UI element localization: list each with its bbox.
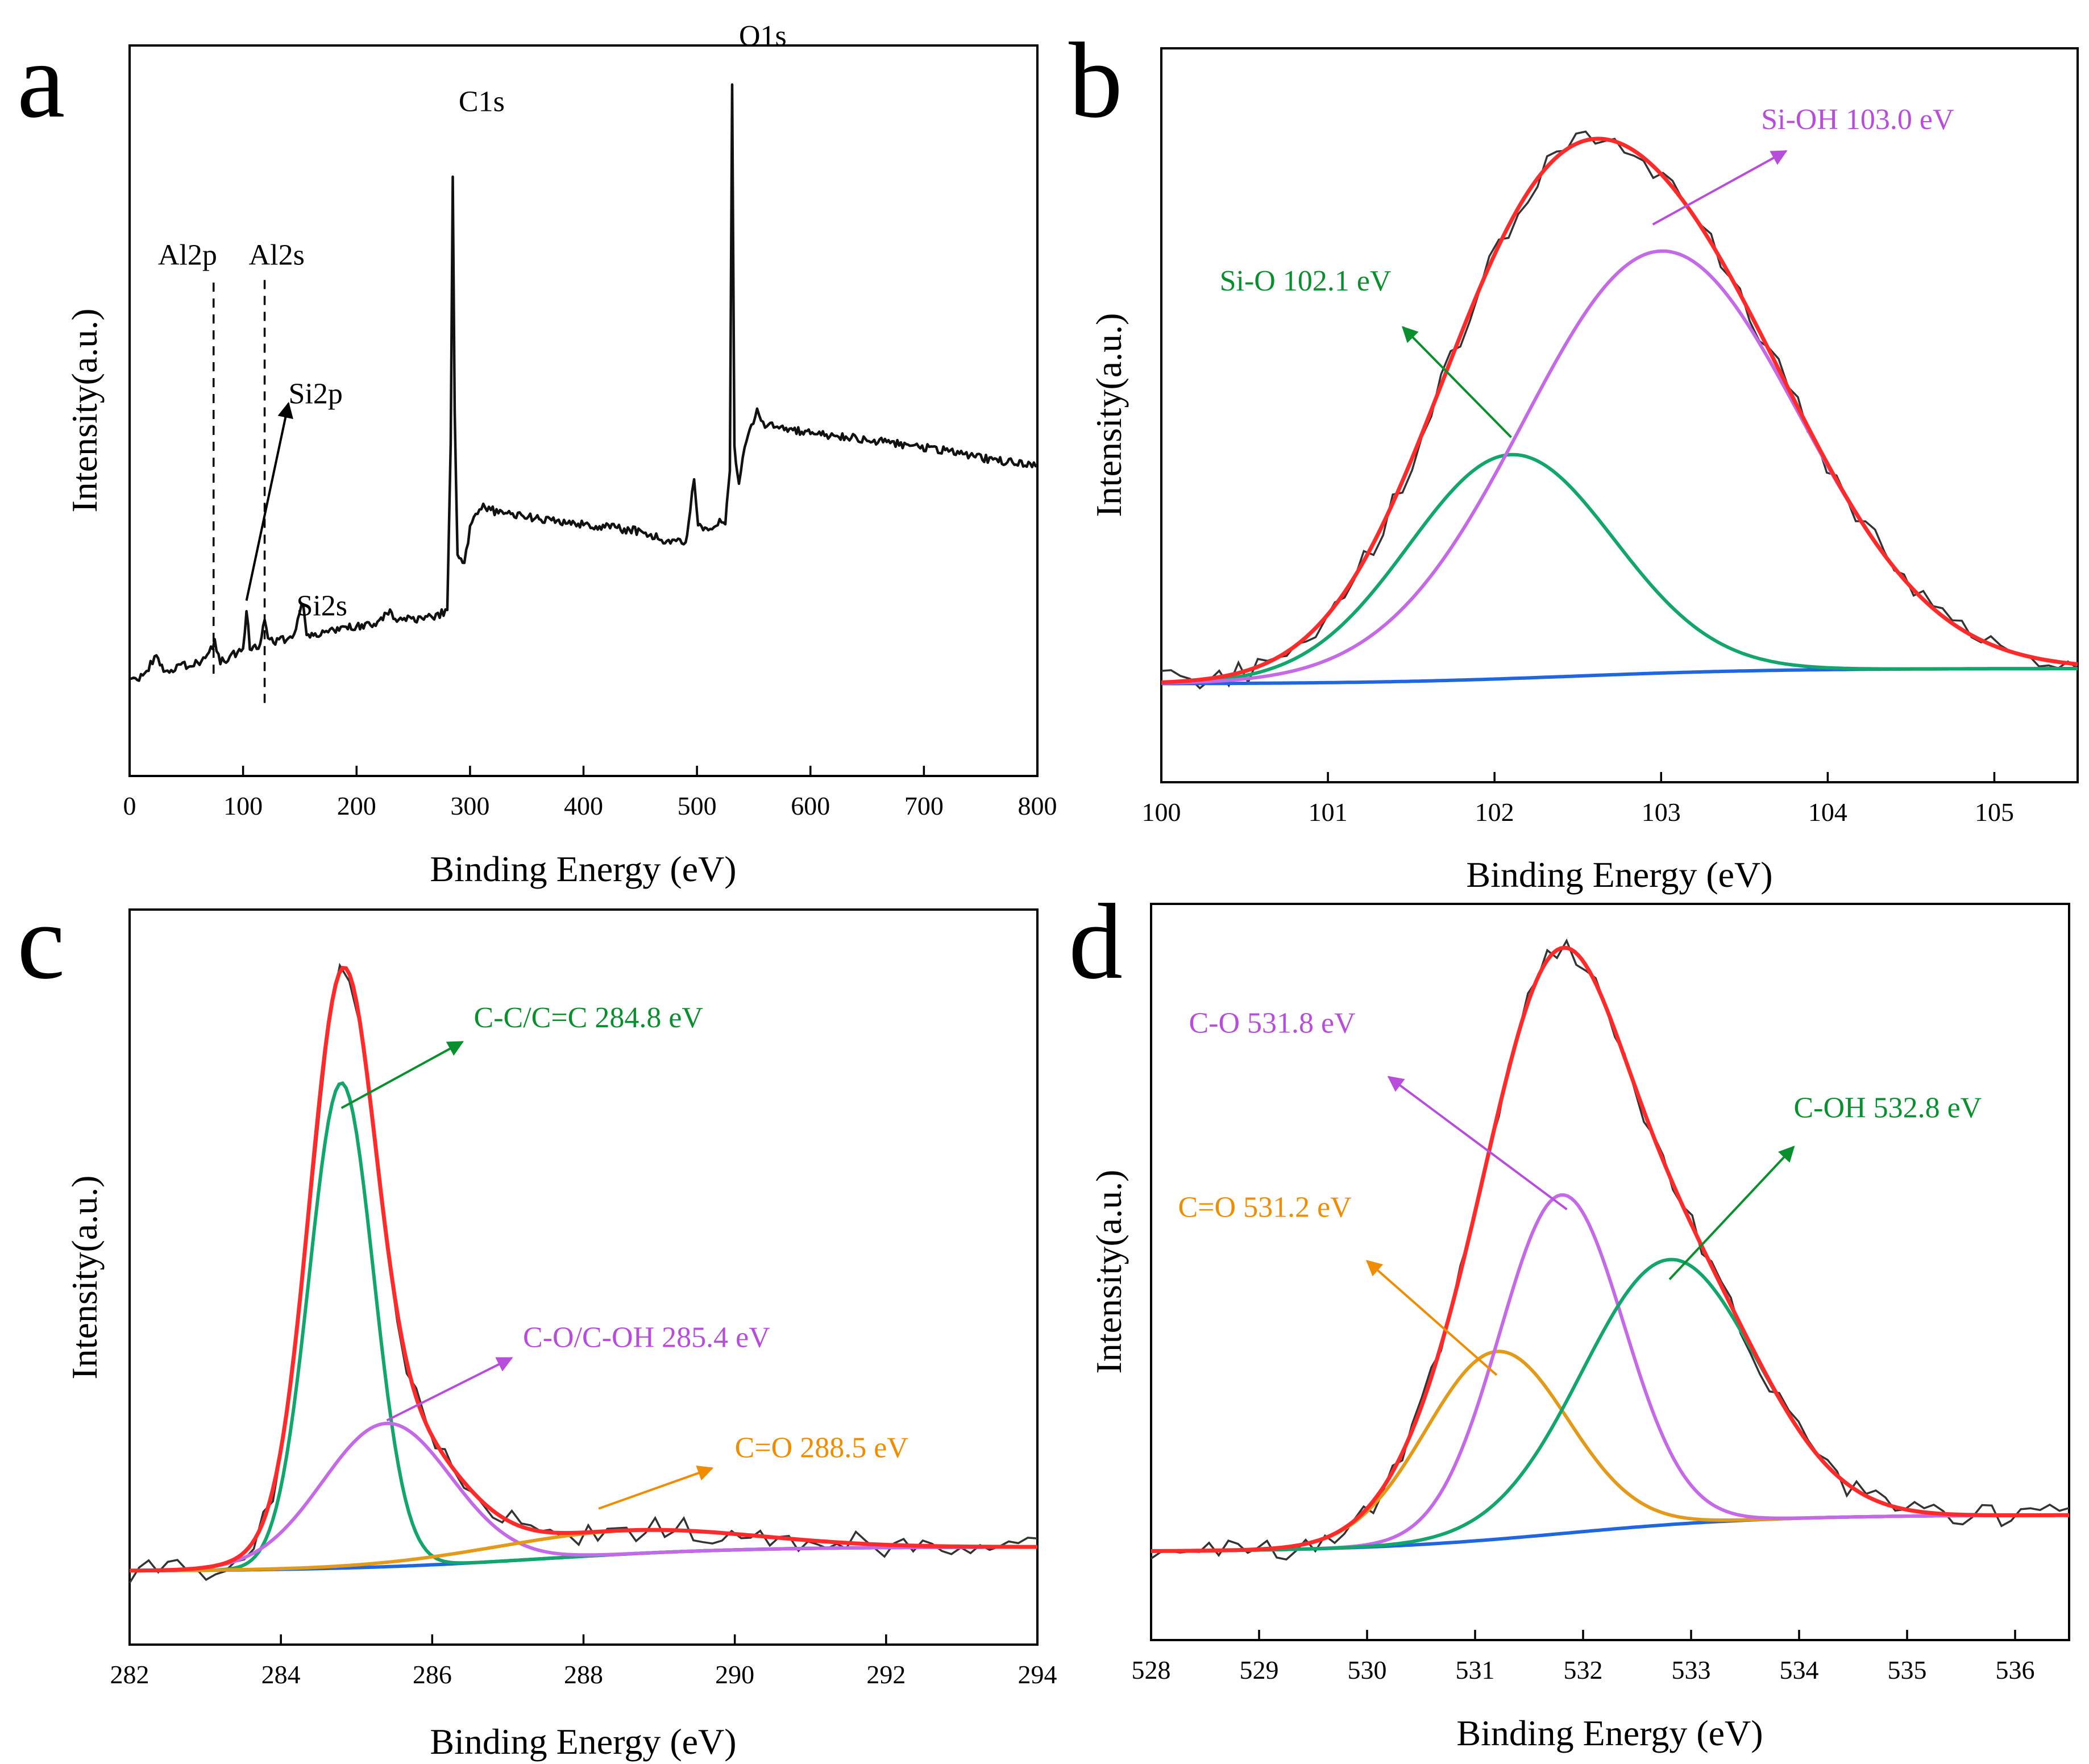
x-tick-label-c: 290 [715, 1660, 754, 1689]
annotation-d-1: C-O 531.8 eV [1189, 1007, 1356, 1040]
annotation-c-2: C=O 288.5 eV [735, 1431, 908, 1464]
x-axis-title-a: Binding Energy (eV) [430, 849, 736, 889]
annotation-a-4: Si2p [288, 378, 342, 410]
x-tick-label-d: 532 [1564, 1655, 1603, 1684]
panel-label-b: b [1069, 21, 1123, 140]
survey-spectrum-line [129, 83, 1038, 682]
x-tick-label-c: 288 [564, 1660, 603, 1689]
annotation-a-2: Al2p [158, 239, 217, 272]
annotation-a-5: Si2s [296, 590, 347, 622]
annotation-a-3: Al2s [249, 239, 305, 272]
plot-frame-a [128, 44, 1039, 777]
arrow-icon [386, 1356, 513, 1422]
x-tick-label-b: 101 [1309, 798, 1348, 827]
x-tick-label-d: 536 [1996, 1655, 2035, 1684]
x-tick-label-a: 800 [1018, 791, 1057, 820]
panel-d: d 528 529 530 531 532 533 534 535 536 C=O 531.2 e… [1069, 882, 2070, 1753]
x-tick-label-d: 533 [1672, 1655, 1711, 1684]
y-axis-title-d: Intensity(a.u.) [1089, 1170, 1129, 1374]
x-tick-label-a: 500 [678, 791, 717, 820]
x-tick-label-c: 294 [1018, 1660, 1057, 1689]
x-tick-label-a: 300 [450, 791, 489, 820]
annotation-a-1: O1s [739, 20, 787, 52]
panel-label-c: c [17, 882, 65, 1002]
x-tick-label-d: 534 [1780, 1655, 1819, 1684]
x-tick-label-c: 282 [110, 1660, 149, 1689]
envelope-fit-line [129, 965, 1037, 1573]
y-axis-title-a: Intensity(a.u.) [64, 309, 105, 513]
y-axis-title-c: Intensity(a.u.) [64, 1176, 105, 1380]
annotation-d-2: C-OH 532.8 eV [1794, 1092, 1982, 1124]
panel-a: a 0 100 200 300 400 500 600 700 800 C1s O1s Al2p Al2… [17, 20, 1057, 889]
component-si-oh-line [1161, 249, 2078, 685]
panel-label-d: d [1069, 882, 1123, 1002]
arrow-icon [340, 1040, 464, 1109]
x-tick-label-a: 200 [337, 791, 376, 820]
x-tick-label-c: 292 [866, 1660, 906, 1689]
x-tick-label-c: 284 [261, 1660, 301, 1689]
arrow-icon [1402, 326, 1512, 438]
arrow-icon [1668, 1145, 1795, 1280]
plot-frame-b [1160, 47, 2079, 783]
arrow-icon [245, 401, 293, 601]
x-tick-label-b: 105 [1975, 798, 2014, 827]
arrow-icon [1387, 1076, 1568, 1211]
panel-c: c 282 284 286 288 290 292 294 C-C/C=C 284.8 eV C… [17, 882, 1057, 1762]
annotation-b-0: Si-O 102.1 eV [1220, 265, 1392, 297]
x-tick-label-b: 100 [1142, 798, 1181, 827]
x-tick-label-a: 600 [791, 791, 830, 820]
annotation-a-0: C1s [459, 86, 505, 118]
x-axis-title-d: Binding Energy (eV) [1456, 1713, 1763, 1753]
annotation-d-0: C=O 531.2 eV [1178, 1191, 1352, 1223]
raw-spectrum-line [128, 962, 1038, 1584]
x-tick-label-b: 103 [1642, 798, 1681, 827]
x-tick-label-a: 700 [904, 791, 944, 820]
annotation-c-1: C-O/C-OH 285.4 eV [523, 1321, 770, 1354]
background-line [129, 1545, 1037, 1572]
x-tick-label-d: 529 [1240, 1655, 1279, 1684]
x-axis-title-b: Binding Energy (eV) [1466, 854, 1772, 895]
plot-layer-a: 0 100 200 300 400 500 600 700 800 C1s O1s Al2p Al2s S… [123, 20, 1057, 820]
component-c-o-line [1151, 1193, 2069, 1553]
x-tick-label-a: 0 [123, 791, 136, 820]
x-tick-label-b: 104 [1808, 798, 1847, 827]
x-tick-label-b: 102 [1475, 798, 1514, 827]
plot-frame-d [1150, 903, 2070, 1641]
component-si-o-line [1161, 453, 2078, 685]
x-tick-label-a: 100 [223, 791, 263, 820]
arrow-icon [1652, 150, 1788, 226]
component-c-o-c-oh-line [129, 1421, 1037, 1572]
annotation-c-0: C-C/C=C 284.8 eV [474, 1002, 703, 1034]
x-tick-label-d: 535 [1888, 1655, 1927, 1684]
panel-b: b 100 101 102 103 104 105 Si-O 102.1 eV Si-OH 1… [1069, 21, 2079, 895]
raw-spectrum-line [1161, 130, 2079, 690]
annotation-b-1: Si-OH 103.0 eV [1761, 103, 1954, 136]
envelope-fit-line [1151, 945, 2069, 1553]
x-axis-title-c: Binding Energy (eV) [430, 1721, 736, 1762]
plot-layer-b: 100 101 102 103 104 105 Si-O 102.1 eV Si-OH 103… [1142, 103, 2079, 827]
component-c-o-line [1151, 1350, 2069, 1553]
x-tick-label-d: 531 [1456, 1655, 1495, 1684]
x-tick-label-d: 530 [1348, 1655, 1387, 1684]
y-axis-title-b: Intensity(a.u.) [1089, 313, 1129, 517]
plot-layer-c: 282 284 286 288 290 292 294 C-C/C=C 284.8 eV C-O… [110, 962, 1057, 1689]
envelope-fit-line [1161, 136, 2078, 684]
component-c-oh-line [1151, 1257, 2069, 1553]
x-tick-label-d: 528 [1132, 1655, 1171, 1684]
x-tick-label-c: 286 [413, 1660, 452, 1689]
arrow-icon [598, 1465, 714, 1510]
panel-label-a: a [17, 21, 65, 140]
plot-layer-d: 528 529 530 531 532 533 534 535 536 C=O 531.2 eV C… [1132, 938, 2070, 1684]
x-tick-label-a: 400 [564, 791, 603, 820]
arrow-icon [1365, 1260, 1498, 1376]
